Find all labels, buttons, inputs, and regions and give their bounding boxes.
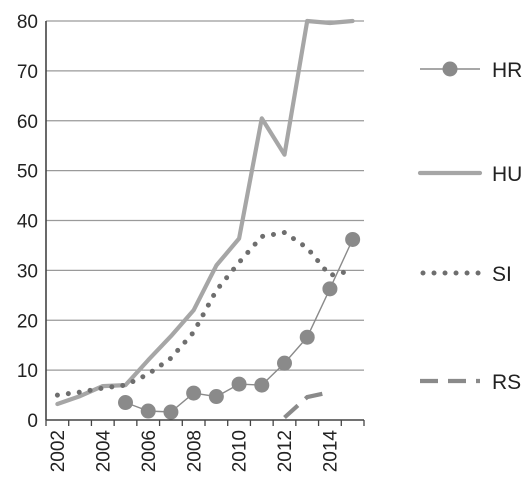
gridlines — [46, 20, 364, 371]
x-tick-label: 2008 — [184, 430, 205, 472]
x-tick-label: 2004 — [93, 430, 114, 473]
x-tick-label: 2012 — [275, 430, 296, 472]
x-tick-label: 2010 — [230, 430, 251, 472]
legend-item-si: SI — [420, 263, 512, 286]
legend-item-hu: HU — [417, 163, 522, 186]
y-tick-label: 70 — [17, 62, 38, 83]
data-point-hr — [345, 231, 361, 247]
series-line-rs — [283, 390, 331, 420]
y-tick-label: 30 — [17, 261, 38, 282]
series-line-si — [54, 229, 356, 398]
data-point-hr — [140, 403, 156, 419]
legend-label-rs: RS — [492, 371, 521, 394]
y-tick-label: 10 — [17, 361, 38, 382]
legend-item-rs: RS — [420, 371, 521, 394]
axes: 0 10 20 30 40 50 60 70 80 2002 2004 2006 2008 2010 201… — [17, 12, 365, 473]
legend-item-hr: HR — [420, 59, 522, 82]
legend-label-hr: HR — [492, 59, 522, 82]
data-point-hr — [118, 395, 133, 411]
data-point-hr — [163, 404, 179, 420]
data-point-hr — [208, 389, 224, 405]
y-tick-label: 40 — [17, 212, 38, 233]
y-tick-label: 0 — [27, 411, 38, 432]
legend: HR HU SI RS — [417, 59, 522, 394]
data-point-hr — [231, 376, 247, 392]
y-tick-label: 50 — [17, 162, 38, 183]
x-tick-label: 2002 — [48, 430, 69, 472]
x-tick-label: 2014 — [321, 430, 342, 473]
data-point-hr — [186, 385, 202, 401]
legend-marker-hr — [442, 61, 458, 77]
data-point-hr — [277, 355, 292, 371]
x-tick-label: 2006 — [139, 430, 160, 472]
legend-label-si: SI — [492, 263, 512, 286]
y-tick-label: 20 — [17, 311, 38, 332]
data-point-hr — [299, 329, 315, 345]
y-tick-label: 80 — [17, 12, 38, 33]
data-point-hr — [322, 281, 338, 297]
series-line-hu — [55, 18, 355, 407]
data-point-hr — [254, 377, 270, 393]
series-layer — [54, 18, 361, 420]
y-tick-label: 60 — [17, 112, 38, 133]
legend-label-hu: HU — [492, 163, 522, 186]
